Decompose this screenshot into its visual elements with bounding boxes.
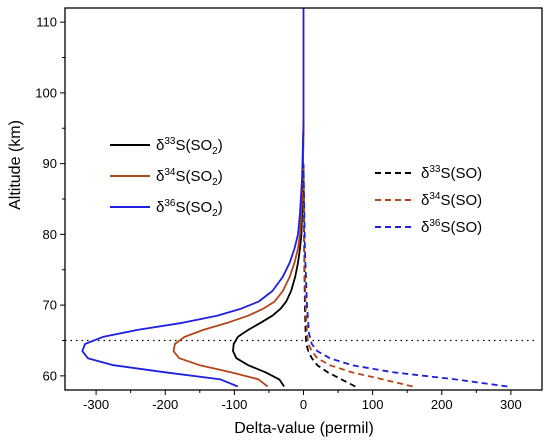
legend-label: δ33S(SO2)	[156, 136, 223, 157]
series-group	[81, 8, 508, 388]
y-tick-label: 60	[43, 368, 57, 383]
y-tick-label: 90	[43, 156, 57, 171]
series-line-2	[81, 8, 305, 388]
x-tick-label: -200	[152, 397, 178, 412]
legend-label: δ34S(SO2)	[156, 167, 223, 188]
x-tick-label: 300	[500, 397, 522, 412]
x-tick-label: 0	[300, 397, 307, 412]
legend-sulfur-monoxide: δ33S(SO) δ34S(SO) δ36S(SO)	[375, 164, 482, 236]
series-line-5	[302, 163, 508, 388]
series-line-1	[172, 121, 305, 388]
y-tick-label: 80	[43, 227, 57, 242]
y-tick-label: 70	[43, 298, 57, 313]
x-tick-label: 100	[362, 397, 384, 412]
y-axis-title: Altitude (km)	[7, 120, 24, 210]
series-line-3	[302, 163, 356, 388]
x-tick-label: -100	[221, 397, 247, 412]
series-line-0	[232, 121, 305, 388]
x-axis-title: Delta-value (permil)	[234, 420, 374, 437]
legend-label: δ34S(SO)	[421, 191, 482, 209]
x-tick-label: 200	[431, 397, 453, 412]
legend-label: δ36S(SO)	[421, 218, 482, 236]
legend-label: δ33S(SO)	[421, 164, 482, 182]
ticks: -300 -200 -100 0 100 200 300 60 70 80 90 100 110	[35, 15, 521, 412]
legend-label: δ36S(SO2)	[156, 198, 223, 219]
y-tick-label: 110	[36, 15, 57, 30]
legend-sulfur-dioxide: δ33S(SO2) δ34S(SO2) δ36S(SO2)	[110, 136, 223, 219]
y-tick-label: 100	[35, 85, 57, 100]
series-line-4	[302, 163, 413, 388]
x-tick-label: -300	[83, 397, 109, 412]
